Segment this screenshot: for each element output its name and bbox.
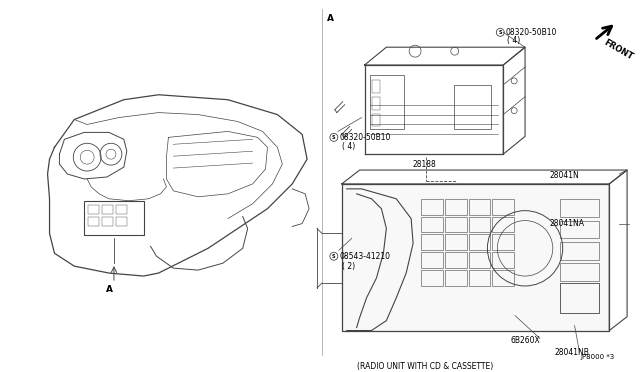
Bar — [445, 252, 467, 268]
Bar — [116, 205, 127, 214]
Bar — [84, 201, 143, 235]
Bar — [560, 283, 599, 313]
Bar — [468, 252, 490, 268]
Bar — [560, 221, 599, 238]
Bar — [421, 270, 443, 286]
Text: ( 4): ( 4) — [508, 36, 520, 45]
Bar — [372, 97, 380, 110]
Text: A: A — [106, 285, 113, 294]
Bar — [102, 205, 113, 214]
Bar — [421, 234, 443, 250]
Text: ( 4): ( 4) — [342, 142, 355, 151]
Bar — [372, 113, 380, 126]
Bar — [468, 234, 490, 250]
Bar — [492, 270, 514, 286]
Bar — [88, 217, 99, 225]
Bar — [454, 85, 492, 129]
Text: 6B260X: 6B260X — [510, 336, 540, 345]
Bar — [421, 217, 443, 232]
Bar — [445, 270, 467, 286]
Bar — [468, 217, 490, 232]
Bar — [492, 199, 514, 215]
Bar — [468, 270, 490, 286]
Bar — [445, 217, 467, 232]
Text: 08320-50B10: 08320-50B10 — [505, 28, 557, 37]
Text: S: S — [499, 30, 502, 35]
Bar — [369, 75, 404, 129]
Bar — [421, 252, 443, 268]
Bar — [372, 80, 380, 93]
Text: FRONT: FRONT — [602, 38, 634, 62]
Bar — [342, 184, 609, 331]
Text: 28041NB: 28041NB — [555, 348, 589, 357]
Text: 28188: 28188 — [412, 160, 436, 169]
Text: 28041NA: 28041NA — [550, 219, 585, 228]
Text: S: S — [332, 254, 335, 259]
Bar — [492, 234, 514, 250]
Text: ( 2): ( 2) — [342, 262, 355, 271]
Bar — [421, 199, 443, 215]
Bar — [560, 263, 599, 281]
Text: S: S — [332, 135, 335, 140]
Bar — [492, 217, 514, 232]
Bar — [445, 199, 467, 215]
Text: A: A — [327, 14, 334, 23]
Text: (RADIO UNIT WITH CD & CASSETTE): (RADIO UNIT WITH CD & CASSETTE) — [356, 362, 493, 371]
Bar — [116, 217, 127, 225]
Bar — [102, 217, 113, 225]
Bar — [445, 234, 467, 250]
Bar — [560, 199, 599, 217]
Bar — [492, 252, 514, 268]
Text: 08543-41210: 08543-41210 — [340, 252, 391, 261]
Text: 08320-50B10: 08320-50B10 — [340, 133, 391, 142]
Bar — [468, 199, 490, 215]
Text: 28041N: 28041N — [550, 171, 580, 180]
Text: JP8000 *3: JP8000 *3 — [580, 354, 614, 360]
Bar — [560, 243, 599, 260]
Bar — [88, 205, 99, 214]
